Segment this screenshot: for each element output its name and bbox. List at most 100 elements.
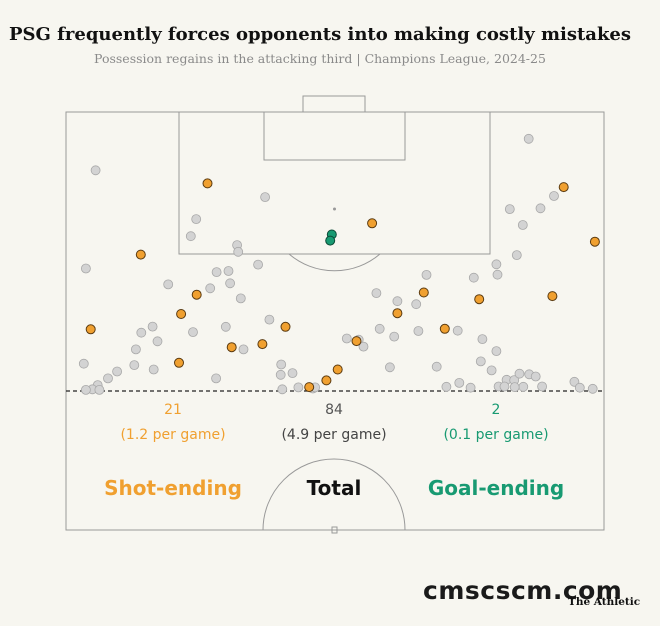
other-regain-point <box>441 381 452 392</box>
shot-ending-point <box>547 291 558 302</box>
other-regain-point <box>574 382 585 393</box>
total-count: 84 <box>325 402 343 418</box>
shot-ending-point <box>226 342 237 353</box>
other-regain-point <box>130 344 141 355</box>
other-regain-point <box>136 327 147 338</box>
other-regain-point <box>90 165 101 176</box>
other-regain-point <box>233 246 244 257</box>
other-regain-point <box>276 359 287 370</box>
other-regain-point <box>205 283 216 294</box>
other-regain-point <box>518 381 529 392</box>
other-regain-point <box>491 346 502 357</box>
other-regain-point <box>191 214 202 225</box>
shot-ending-point <box>439 323 450 334</box>
shot-ending-point <box>85 324 96 335</box>
other-regain-point <box>535 203 546 214</box>
other-regain-point <box>275 369 286 380</box>
other-regain-point <box>468 272 479 283</box>
other-regain-point <box>238 344 249 355</box>
pitch-lines <box>65 95 605 534</box>
other-regain-point <box>452 325 463 336</box>
goal-ending-label: Goal-ending <box>427 476 565 500</box>
watermark-text: cmscscm.com <box>423 576 623 605</box>
other-regain-point <box>499 381 510 392</box>
other-regain-point <box>260 192 271 203</box>
other-regain-point <box>454 377 465 388</box>
other-regain-point <box>431 361 442 372</box>
other-regain-point <box>129 360 140 371</box>
regain-points <box>78 133 600 395</box>
shot-ending-point <box>589 236 600 247</box>
other-regain-point <box>188 327 198 338</box>
other-regain-point <box>148 364 159 375</box>
other-regain-point <box>413 326 424 336</box>
other-regain-point <box>211 373 222 384</box>
other-regain-point <box>523 133 534 144</box>
shot-ending-point <box>351 336 362 347</box>
centre-spot <box>331 526 338 534</box>
other-regain-point <box>392 296 403 307</box>
other-regain-point <box>537 381 547 392</box>
brand-logo: The Athletic <box>568 596 641 608</box>
other-regain-point <box>341 333 352 344</box>
other-regain-point <box>465 382 476 393</box>
other-regain-point <box>492 269 503 280</box>
shot-ending-count: 21 <box>164 402 182 418</box>
pitch-outline <box>65 111 605 531</box>
other-regain-point <box>549 191 559 201</box>
other-regain-point <box>477 334 488 345</box>
shot-ending-point <box>280 321 291 332</box>
other-regain-point <box>411 299 422 310</box>
other-regain-point <box>220 321 231 332</box>
shot-ending-label: Shot-ending <box>104 476 242 500</box>
goal-ending-count: 2 <box>491 402 501 418</box>
goal <box>302 95 366 113</box>
penalty-spot <box>333 207 336 211</box>
shot-ending-point <box>174 357 184 368</box>
other-regain-point <box>511 250 522 261</box>
other-regain-point <box>287 368 298 379</box>
other-regain-point <box>225 278 236 289</box>
shot-ending-point <box>558 182 569 193</box>
total-label: Total <box>306 476 362 500</box>
shot-ending-point <box>191 289 202 300</box>
chart-title: PSG frequently forces opponents into mak… <box>8 24 631 45</box>
shot-ending-point <box>321 375 332 386</box>
shot-ending-point <box>257 339 268 350</box>
other-regain-point <box>147 321 158 332</box>
shot-ending-point <box>392 308 403 319</box>
shot-ending-per-game: (1.2 per game) <box>120 427 226 443</box>
centre-circle <box>262 458 406 531</box>
other-regain-point <box>81 384 91 395</box>
other-regain-point <box>509 382 520 393</box>
other-regain-point <box>293 382 304 393</box>
shot-ending-point <box>202 178 213 189</box>
other-regain-point <box>163 279 174 290</box>
penalty-arc <box>288 253 381 272</box>
other-regain-point <box>514 368 525 379</box>
shot-ending-point <box>304 382 315 393</box>
goal-ending-point <box>325 235 336 246</box>
total-per-game: (4.9 per game) <box>281 427 387 443</box>
shot-ending-point <box>332 364 343 375</box>
goal-ending-per-game: (0.1 per game) <box>443 427 549 443</box>
other-regain-point <box>421 269 432 280</box>
other-regain-point <box>384 362 395 373</box>
other-regain-point <box>517 220 528 230</box>
other-regain-point <box>491 259 502 270</box>
other-regain-point <box>185 231 196 242</box>
other-regain-point <box>486 365 497 376</box>
other-regain-point <box>235 293 246 304</box>
shot-ending-point <box>474 294 485 305</box>
chart-subtitle: Possession regains in the attacking thir… <box>94 51 546 66</box>
other-regain-point <box>587 383 598 394</box>
other-regain-point <box>81 263 91 274</box>
other-regain-point <box>475 356 486 367</box>
other-regain-point <box>211 267 222 278</box>
other-regain-point <box>277 384 288 395</box>
other-regain-point <box>504 204 515 215</box>
other-regain-point <box>78 358 89 369</box>
six-yard-box <box>263 111 406 161</box>
other-regain-point <box>253 259 264 270</box>
